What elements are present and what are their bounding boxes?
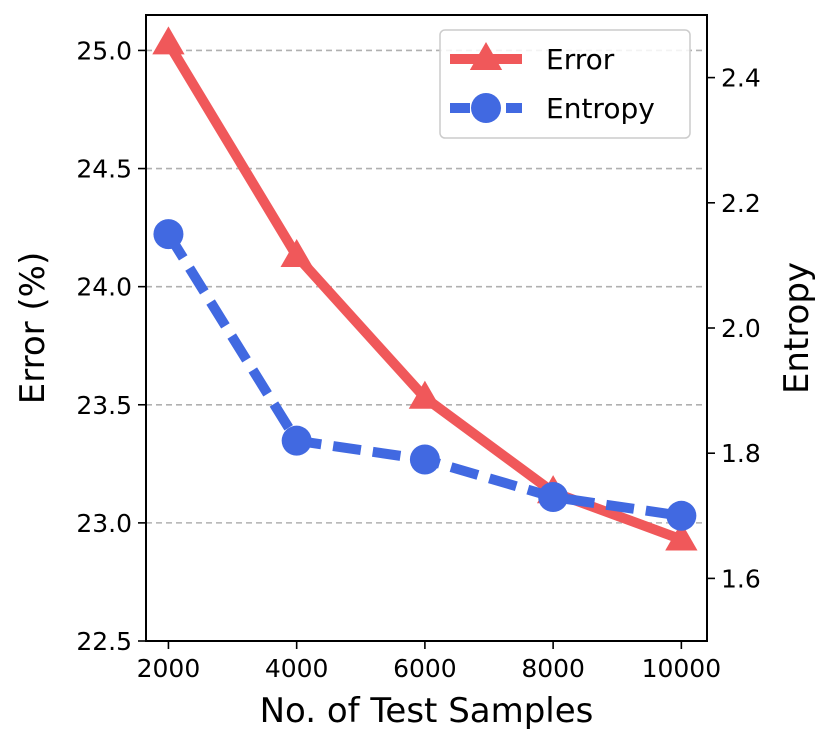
legend: Error Entropy	[439, 29, 691, 139]
x-tick-label: 4000	[265, 654, 329, 683]
x-tick-label: 10000	[642, 654, 722, 683]
data-point-circle	[538, 482, 569, 513]
data-point-circle	[281, 425, 312, 456]
y2-tick-label: 2.2	[721, 189, 761, 218]
x-axis: 2000 4000 6000 8000 10000	[137, 641, 721, 683]
y2-tick-label: 2.0	[721, 314, 761, 343]
y-tick-label: 25.0	[76, 36, 132, 65]
y-tick-label: 23.5	[76, 391, 132, 420]
data-point-triangle	[280, 238, 313, 268]
data-point-circle	[666, 500, 697, 531]
series-entropy	[153, 219, 697, 531]
x-axis-title: No. of Test Samples	[260, 691, 594, 731]
x-tick-label: 2000	[137, 654, 201, 683]
x-tick-label: 6000	[393, 654, 457, 683]
data-point-triangle	[152, 26, 185, 55]
y-axis-left: 22.5 23.0 23.5 24.0 24.5 25.0	[76, 36, 146, 656]
legend-label-error: Error	[546, 43, 615, 76]
y-tick-label: 23.0	[76, 509, 132, 538]
data-point-triangle	[665, 522, 698, 551]
y2-tick-label: 1.8	[721, 439, 761, 468]
y2-tick-label: 1.6	[721, 564, 761, 593]
data-point-circle	[153, 219, 184, 250]
series-error	[152, 26, 698, 551]
y2-axis-title: Entropy	[777, 262, 817, 394]
y-tick-label: 24.0	[76, 273, 132, 302]
y-axis-title: Error (%)	[13, 252, 53, 405]
series-layer	[152, 26, 698, 551]
data-point-triangle	[408, 380, 442, 409]
y-tick-label: 24.5	[76, 155, 132, 184]
x-tick-label: 8000	[521, 654, 585, 683]
y2-tick-label: 2.4	[721, 64, 761, 93]
legend-label-entropy: Entropy	[546, 92, 655, 125]
legend-marker-triangle	[469, 42, 503, 71]
y-axis-right: 1.6 1.8 2.0 2.2 2.4	[707, 64, 761, 593]
data-point-circle	[409, 444, 440, 475]
y-tick-label: 22.5	[76, 627, 132, 656]
legend-marker-circle	[471, 93, 501, 123]
